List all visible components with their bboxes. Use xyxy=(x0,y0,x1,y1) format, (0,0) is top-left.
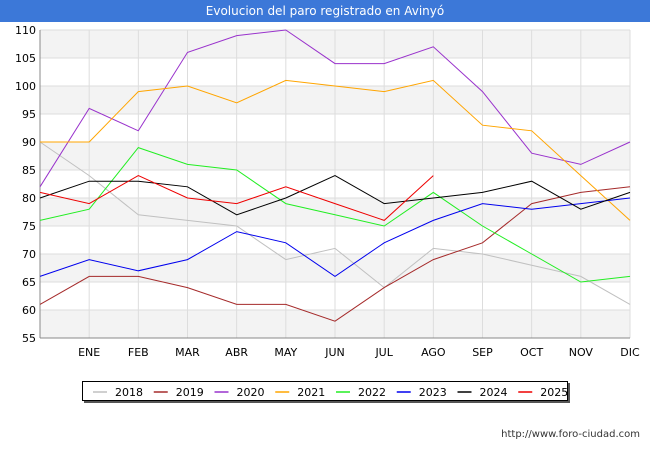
x-tick-label: ENE xyxy=(78,346,100,359)
x-tick-label: JUN xyxy=(324,346,345,359)
y-tick-label: 110 xyxy=(15,24,36,37)
series-line-2022 xyxy=(39,147,631,283)
series-line-2023 xyxy=(39,197,631,278)
y-tick-label: 70 xyxy=(22,248,36,261)
x-tick-label: ABR xyxy=(225,346,248,359)
y-tick-label: 55 xyxy=(22,332,36,345)
legend-label-2022: 2022 xyxy=(358,386,386,399)
y-tick-label: 75 xyxy=(22,220,36,233)
x-tick-label: SEP xyxy=(472,346,493,359)
y-tick-label: 60 xyxy=(22,304,36,317)
legend-label-2025: 2025 xyxy=(540,386,568,399)
y-tick-label: 95 xyxy=(22,108,36,121)
x-tick-label: FEB xyxy=(128,346,149,359)
y-tick-labels: 55 60 65 70 75 80 85 90 95 100 105 110 xyxy=(15,24,36,345)
legend-label-2024: 2024 xyxy=(480,386,508,399)
series-line-2021 xyxy=(40,79,631,221)
y-tick-label: 90 xyxy=(22,136,36,149)
x-tick-label: DIC xyxy=(620,346,640,359)
chart-title: Evolucion del paro registrado en Avinyó xyxy=(0,0,650,22)
y-tick-label: 65 xyxy=(22,276,36,289)
series-line-2025 xyxy=(39,175,434,221)
source-credit: http://www.foro-ciudad.com xyxy=(501,429,640,440)
y-tick-label: 85 xyxy=(22,164,36,177)
legend-label-2021: 2021 xyxy=(297,386,325,399)
x-tick-label: OCT xyxy=(520,346,543,359)
series-line-2019 xyxy=(39,186,631,322)
x-tick-label: MAR xyxy=(175,346,200,359)
x-tick-label: JUL xyxy=(374,346,393,359)
y-tick-label: 105 xyxy=(15,52,36,65)
x-tick-label: MAY xyxy=(274,346,297,359)
legend: 2018 2019 2020 2021 2022 2023 2024 2025 xyxy=(82,381,568,401)
series-line-2018 xyxy=(39,141,631,305)
y-tick-label: 100 xyxy=(15,80,36,93)
series-line-2020 xyxy=(39,29,631,188)
legend-label-2018: 2018 xyxy=(115,386,143,399)
axes xyxy=(39,30,630,339)
x-tick-labels: ENE FEB MAR ABR MAY JUN JUL AGO SEP OCT NOV DIC xyxy=(78,346,640,359)
x-tick-label: AGO xyxy=(421,346,446,359)
legend-label-2023: 2023 xyxy=(419,386,447,399)
series-lines xyxy=(39,29,631,322)
y-tick-label: 80 xyxy=(22,192,36,205)
legend-label-2020: 2020 xyxy=(237,386,265,399)
x-tick-label: NOV xyxy=(569,346,594,359)
legend-label-2019: 2019 xyxy=(176,386,204,399)
series-line-2024 xyxy=(39,175,631,216)
